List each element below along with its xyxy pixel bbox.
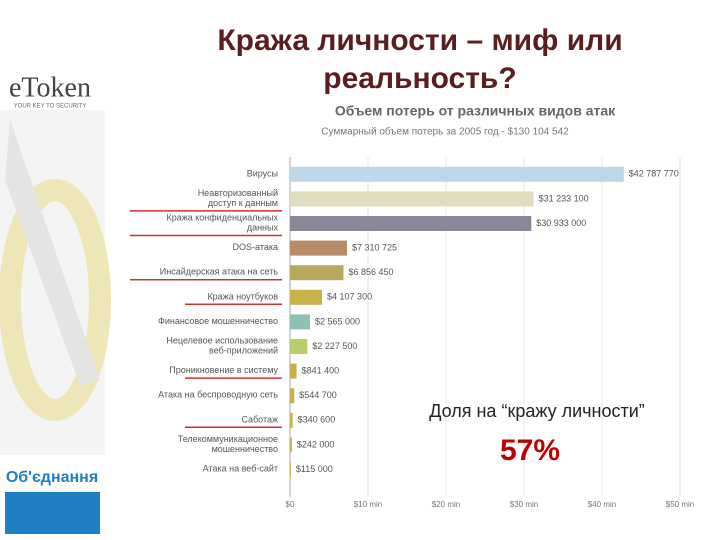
value-label: $30 933 000 xyxy=(536,218,586,228)
bar xyxy=(290,314,311,330)
y-tick-label-line: доступ к данным xyxy=(208,198,278,208)
y-tick-label: Саботаж xyxy=(241,415,278,425)
y-tick-label-line: Финансовое мошенничество xyxy=(158,316,278,326)
y-tick-label-line: данных xyxy=(247,223,279,233)
y-tick-label: Инсайдерская атака на сеть xyxy=(160,267,279,277)
y-tick-label-line: Атака на веб-сайт xyxy=(203,464,278,474)
y-tick-label-line: мошенничество xyxy=(212,444,278,454)
y-tick-label: Кража ноутбуков xyxy=(207,292,278,302)
y-tick-label: Вирусы xyxy=(247,169,278,179)
bar xyxy=(290,289,323,305)
annotation-value: 57% xyxy=(500,434,560,467)
bar xyxy=(290,339,308,354)
y-tick-label: DOS-атака xyxy=(233,242,278,252)
y-tick-label-line: Кража ноутбуков xyxy=(207,292,278,302)
y-tick-label-line: Нецелевое использование xyxy=(166,336,278,346)
company-name: Об'єднання xyxy=(6,469,98,486)
y-tick-label-line: Атака на беспроводную сеть xyxy=(158,390,278,400)
x-tick-label: $50 min xyxy=(666,500,694,509)
y-tick-label-line: Проникновение в систему xyxy=(169,365,278,375)
x-tick-label: $40 min xyxy=(588,500,616,509)
value-label: $841 400 xyxy=(302,365,340,375)
x-tick-label: $10 min xyxy=(354,500,382,509)
slide-title: реальность? xyxy=(323,62,516,95)
bar xyxy=(290,191,534,207)
value-label: $42 787 770 xyxy=(629,169,679,179)
logo-tagline: YOUR KEY TO SECURITY xyxy=(14,104,87,110)
value-label: $6 856 450 xyxy=(348,267,393,277)
x-tick-label: $20 min xyxy=(432,500,460,509)
bar xyxy=(290,240,348,256)
decor-shape xyxy=(5,120,100,385)
y-tick-label: Атака на веб-сайт xyxy=(203,464,278,474)
chart-title: Объем потерь от различных видов атак xyxy=(335,103,616,119)
value-label: $115 000 xyxy=(296,464,333,474)
value-label: $2 227 500 xyxy=(312,341,357,351)
bar xyxy=(290,166,624,182)
value-label: $2 565 000 xyxy=(315,316,360,326)
y-tick-label-line: Инсайдерская атака на сеть xyxy=(160,267,279,277)
x-tick-label: $0 xyxy=(286,500,295,509)
chart-subtitle: Суммарный объем потерь за 2005 год - $13… xyxy=(321,126,569,138)
value-label: $4 107 300 xyxy=(327,292,372,302)
company-logo xyxy=(5,492,100,534)
y-tick-label: Финансовое мошенничество xyxy=(158,316,278,326)
value-label: $7 310 725 xyxy=(352,242,397,252)
y-tick-label-line: Вирусы xyxy=(247,169,278,179)
value-label: $242 000 xyxy=(297,439,335,449)
y-tick-label-line: веб-приложений xyxy=(209,346,278,356)
logo-text: eToken xyxy=(9,72,91,103)
y-tick-label-line: Саботаж xyxy=(241,415,278,425)
bar xyxy=(290,462,291,477)
bar xyxy=(290,363,297,379)
y-tick-label: Проникновение в систему xyxy=(169,365,278,375)
y-tick-label: Нецелевое использование веб-приложений xyxy=(166,336,278,356)
y-tick-label-line: Кража конфиденциальных xyxy=(166,213,278,223)
decor-ring xyxy=(0,179,111,421)
bar xyxy=(290,437,292,453)
y-tick-label-line: Неавторизованный xyxy=(198,188,278,198)
y-tick-label: Неавторизованный доступ к данным xyxy=(198,188,278,208)
logo-box xyxy=(0,0,105,110)
value-label: $31 233 100 xyxy=(539,193,589,203)
annotation: Доля на “кражу личности” xyxy=(429,401,645,421)
y-tick-label-line: DOS-атака xyxy=(233,242,278,252)
bar xyxy=(290,412,293,428)
value-label: $340 600 xyxy=(298,415,336,425)
bar xyxy=(290,216,532,231)
y-tick-label: Атака на беспроводную сеть xyxy=(158,390,278,400)
bar xyxy=(290,265,344,281)
value-label: $544 700 xyxy=(299,390,337,400)
y-tick-label: Кража конфиденциальных данных xyxy=(166,213,278,233)
y-tick-label: Телекоммуникационное мошенничество xyxy=(178,434,278,454)
bar xyxy=(290,388,295,404)
y-tick-label-line: Телекоммуникационное xyxy=(178,434,278,444)
x-tick-label: $30 min xyxy=(510,500,538,509)
slide-title: Кража личности – миф или xyxy=(217,24,622,57)
